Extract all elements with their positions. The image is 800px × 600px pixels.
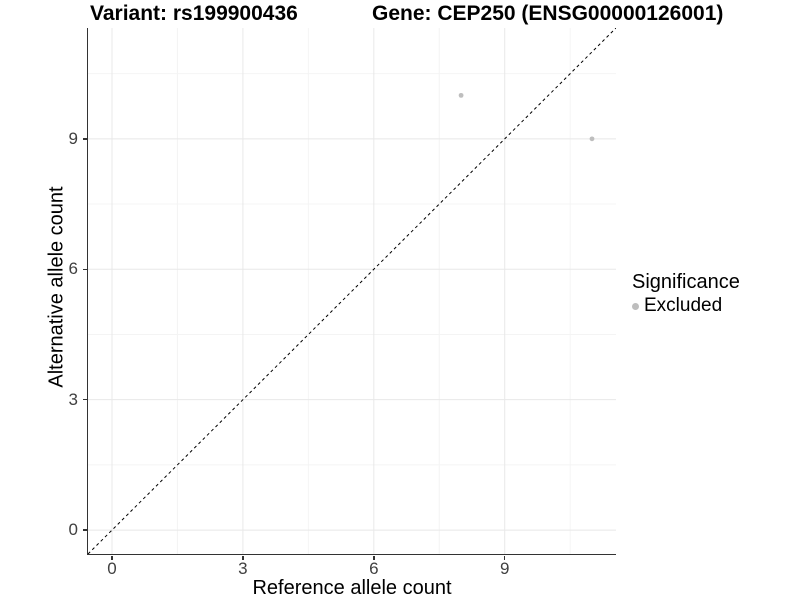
legend-item-excluded: Excluded	[632, 295, 740, 317]
x-tick-mark	[373, 555, 375, 560]
y-tick-label: 0	[68, 520, 78, 540]
y-tick-label: 6	[68, 259, 78, 279]
x-tick-label: 9	[499, 559, 510, 578]
legend-item-label: Excluded	[644, 295, 723, 316]
data-point	[458, 92, 463, 98]
plot-title-gene: Gene: CEP250 (ENSG00000126001)	[372, 2, 724, 25]
y-tick-mark	[82, 529, 87, 531]
legend-point-icon	[632, 302, 639, 310]
plot-panel	[86, 28, 616, 555]
x-tick-label: 0	[107, 559, 117, 578]
y-tick-label: 3	[68, 389, 78, 409]
x-tick-label: 3	[238, 559, 248, 578]
x-tick-mark	[111, 555, 113, 560]
plot-canvas	[87, 28, 616, 554]
legend-title: Significance	[632, 271, 740, 293]
x-tick-mark	[503, 555, 506, 560]
data-point	[589, 136, 594, 142]
y-tick-mark	[82, 138, 87, 140]
y-tick-mark	[82, 268, 87, 270]
y-tick-label: 9	[68, 128, 78, 148]
x-tick-label: 6	[369, 559, 379, 578]
y-tick-mark	[82, 398, 87, 401]
y-axis-title: Alternative allele count	[45, 186, 68, 388]
legend: Significance Excluded	[632, 271, 740, 317]
x-tick-mark	[242, 555, 244, 560]
x-axis-title: Reference allele count	[252, 577, 452, 599]
plot-title-variant: Variant: rs199900436	[90, 2, 298, 25]
